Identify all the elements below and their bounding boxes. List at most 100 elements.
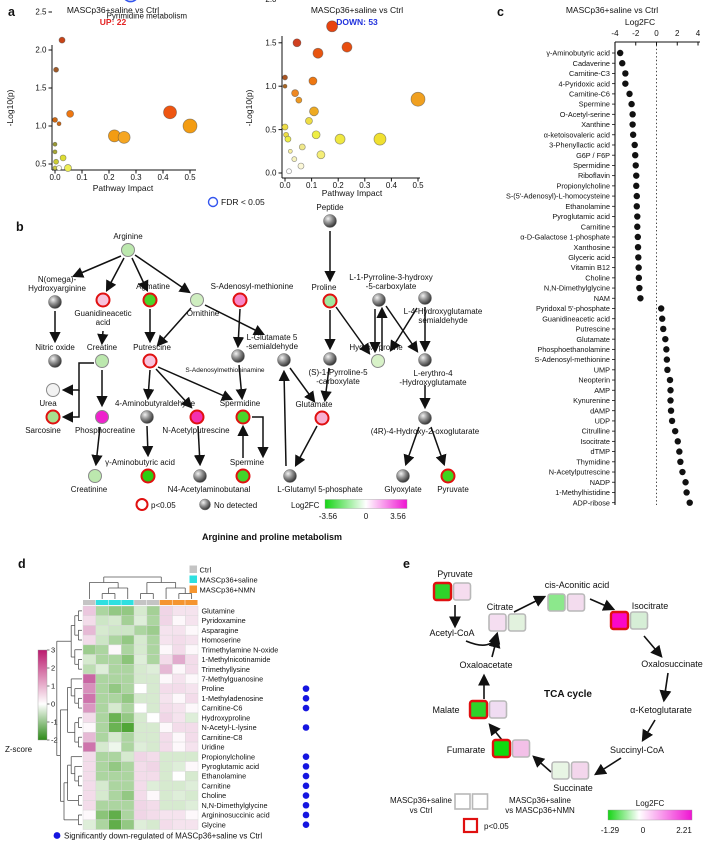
panel-c-axis-label: Log2FC bbox=[625, 17, 655, 27]
heatmap-cell bbox=[82, 712, 97, 723]
heatmap-cell bbox=[82, 809, 97, 821]
heatmap-cell bbox=[185, 800, 199, 811]
heatmap-cell bbox=[82, 664, 97, 675]
heatmap-cell bbox=[121, 732, 135, 743]
scatter-point bbox=[316, 150, 326, 160]
log2fc-dot bbox=[635, 254, 642, 261]
plot-left-xlabel: Pathway Impact bbox=[93, 183, 154, 193]
heatmap-cell bbox=[121, 722, 135, 733]
pathway-node-label: Glyoxylate bbox=[384, 485, 422, 494]
down-regulated-dot bbox=[302, 772, 310, 780]
pathway-node bbox=[142, 353, 158, 369]
heatmap-cell bbox=[159, 751, 173, 762]
metabolite-label: 4-Pyridoxic acid bbox=[558, 79, 610, 88]
heatmap-cell bbox=[108, 732, 122, 743]
log2fc-dot bbox=[633, 192, 640, 200]
pathway-node-label: Urea bbox=[39, 399, 57, 408]
pathway-node-label: Hydroxyproline bbox=[349, 343, 403, 352]
pathway-arrow bbox=[91, 426, 103, 467]
heatmap-cell bbox=[159, 819, 173, 830]
heatmap-cell bbox=[133, 790, 148, 801]
e-legend-comp1-line2: vs Ctrl bbox=[410, 806, 433, 815]
pathway-node bbox=[396, 469, 410, 483]
heatmap-cell bbox=[172, 664, 186, 675]
pathway-node-label: N-Acetylputrescine bbox=[162, 426, 230, 435]
pathway-node-label: Sarcosine bbox=[25, 426, 61, 435]
down-regulated-dot bbox=[302, 704, 310, 712]
y-tick-label: 2.0 bbox=[265, 0, 277, 4]
heatmap-cell bbox=[133, 664, 148, 675]
x-tick-label: 0.1 bbox=[306, 181, 318, 190]
colorbar-e-zero: 0 bbox=[641, 826, 646, 835]
heatmap-row-label: Trimethyllysine bbox=[202, 665, 250, 674]
log2fc-dot bbox=[667, 397, 674, 404]
tca-metabolite-square bbox=[551, 761, 570, 780]
x-tick-label: 0.4 bbox=[157, 173, 169, 182]
tca-metabolite-square bbox=[488, 700, 508, 719]
pathway-annotation: Pyrimidine metabolism bbox=[107, 11, 188, 20]
log2fc-dot bbox=[632, 152, 639, 159]
heatmap-cell bbox=[82, 761, 97, 772]
heatmap-cell bbox=[108, 702, 122, 714]
scatter-point bbox=[59, 154, 67, 162]
heatmap-cell bbox=[172, 712, 186, 723]
heatmap-cell bbox=[185, 712, 199, 723]
heatmap-cell bbox=[82, 800, 97, 811]
scatter-point bbox=[282, 83, 288, 89]
heatmap-cell bbox=[146, 615, 160, 626]
heatmap-cell bbox=[95, 634, 109, 646]
metabolite-label: Isocitrate bbox=[580, 437, 610, 446]
down-regulated-dot bbox=[302, 811, 310, 819]
heatmap-cell bbox=[95, 654, 109, 665]
metabolite-label: AMP bbox=[594, 386, 610, 395]
log2fc-dot bbox=[663, 356, 671, 363]
y-tick-label: 0.5 bbox=[265, 125, 277, 134]
z-tick-label: -2 bbox=[51, 736, 58, 745]
plot-left-title: MASCp36+saline vs Ctrl bbox=[67, 5, 159, 15]
log2fc-dot bbox=[634, 243, 642, 251]
tca-metabolite-square bbox=[507, 613, 527, 632]
down-regulated-dot bbox=[302, 821, 310, 828]
metabolite-label: S-Adenosyl-methionine bbox=[535, 355, 610, 364]
heatmap-cell bbox=[159, 673, 173, 684]
heatmap-cell bbox=[159, 683, 173, 694]
heatmap-cell bbox=[185, 615, 199, 626]
heatmap-cell bbox=[146, 712, 160, 723]
pathway-arrow bbox=[157, 366, 234, 401]
pathway-node-label: Phosphocreatine bbox=[75, 426, 136, 435]
heatmap-cell bbox=[146, 644, 160, 655]
z-tick-label: 0 bbox=[51, 700, 55, 709]
pathway-arrow bbox=[385, 305, 419, 353]
scatter-point bbox=[163, 105, 177, 120]
down-regulated-dot bbox=[302, 801, 310, 809]
heatmap-cell bbox=[95, 673, 109, 684]
pathway-arrow bbox=[156, 307, 192, 347]
pathway-node-label: L-Glutamate 5 bbox=[247, 333, 298, 342]
x-tick-label: 0.5 bbox=[184, 173, 196, 182]
heatmap-cell bbox=[146, 693, 160, 704]
heatmap-cell bbox=[185, 664, 199, 675]
heatmap-cell bbox=[108, 712, 122, 723]
heatmap-cell bbox=[82, 702, 97, 714]
panel-e-tca: Pyruvate Acetyl-CoA Citrate cis-Aconitic ac… bbox=[429, 569, 702, 793]
pathway-arrow bbox=[389, 307, 418, 352]
heatmap-cell bbox=[121, 780, 135, 791]
pathway-node bbox=[323, 352, 337, 366]
log2fc-dot bbox=[667, 407, 675, 414]
pathway-node bbox=[48, 354, 62, 368]
pathway-node-label: Hydroxyarginine bbox=[28, 284, 86, 293]
tca-arrow bbox=[643, 635, 663, 658]
log2fc-dot bbox=[632, 162, 639, 169]
pathway-arrow bbox=[294, 425, 318, 467]
heatmap-cell bbox=[146, 780, 160, 791]
plot-right-title: MASCp36+saline vs Ctrl bbox=[311, 5, 403, 15]
heatmap-cell bbox=[146, 732, 160, 743]
c-axis-tick-label: -4 bbox=[611, 29, 619, 38]
metabolite-label: Pyroglutamic acid bbox=[552, 212, 610, 221]
heatmap-row-label: Trimethylamine N-oxide bbox=[202, 645, 279, 654]
heatmap-cell bbox=[108, 683, 122, 694]
pathway-node bbox=[231, 349, 245, 363]
heatmap-row-label: Carnitine bbox=[202, 781, 231, 790]
heatmap-cell bbox=[172, 732, 186, 743]
